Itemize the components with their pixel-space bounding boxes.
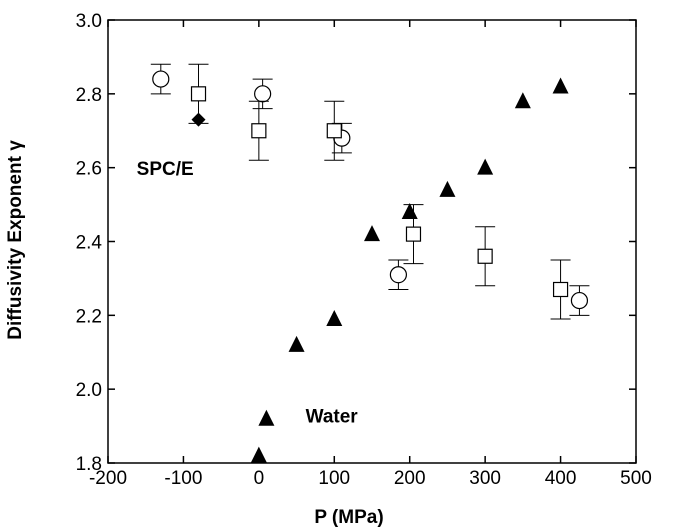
annotations: SPC/E Water ▲ — [137, 159, 359, 429]
data-point-circle — [152, 70, 170, 88]
data-point-triangle — [552, 77, 569, 94]
data-point-circle — [254, 85, 272, 103]
data-point-triangle — [514, 92, 531, 109]
x-tick-label: -100 — [164, 468, 202, 489]
x-tick-label: -200 — [89, 468, 127, 489]
x-tick-label: 0 — [254, 468, 265, 489]
x-tick-label: 300 — [469, 468, 501, 489]
data-point-circle — [389, 266, 407, 284]
x-tick-label: 100 — [318, 468, 350, 489]
data-point-triangle — [439, 180, 456, 197]
y-tick-label: 2.6 — [76, 159, 102, 180]
y-tick-label: 3.0 — [76, 11, 102, 32]
data-point-square — [552, 281, 569, 298]
y-tick-label: 2.2 — [76, 306, 102, 327]
annotation-label: Water — [306, 406, 359, 427]
ticks: -200 -100 0 100 200 300 400 500 1.8 2.0 2.2 2.4 2.6 2… — [76, 11, 652, 489]
annotation-label: SPC/E — [137, 159, 194, 180]
data-point-triangle — [401, 202, 418, 219]
data-point-triangle — [326, 310, 343, 327]
data-marks — [150, 63, 590, 463]
y-tick-label: 1.8 — [76, 454, 102, 475]
y-tick-label: 2.8 — [76, 85, 102, 106]
data-point-square — [190, 86, 207, 102]
data-point-triangle — [250, 446, 267, 463]
data-point-triangle — [364, 225, 380, 242]
data-point-square — [326, 123, 342, 139]
data-point-square — [477, 248, 493, 264]
x-tick-label: 500 — [620, 468, 652, 489]
data-point-circle — [570, 291, 589, 310]
data-point-square — [405, 226, 422, 242]
annotation-triangle-glyph: ▲ — [257, 408, 276, 429]
x-axis-title: P (MPa) — [314, 507, 383, 528]
data-point-diamond — [191, 112, 206, 127]
x-tick-label: 400 — [545, 468, 577, 489]
data-point-triangle — [258, 409, 275, 426]
data-point-triangle — [477, 158, 494, 175]
x-tick-label: 200 — [394, 468, 426, 489]
y-tick-label: 2.0 — [76, 380, 102, 401]
data-point-square — [251, 123, 267, 139]
y-axis-title: Diffusivity Exponent γ — [5, 140, 26, 340]
y-tick-label: 2.4 — [76, 233, 103, 254]
data-point-triangle — [288, 335, 305, 352]
